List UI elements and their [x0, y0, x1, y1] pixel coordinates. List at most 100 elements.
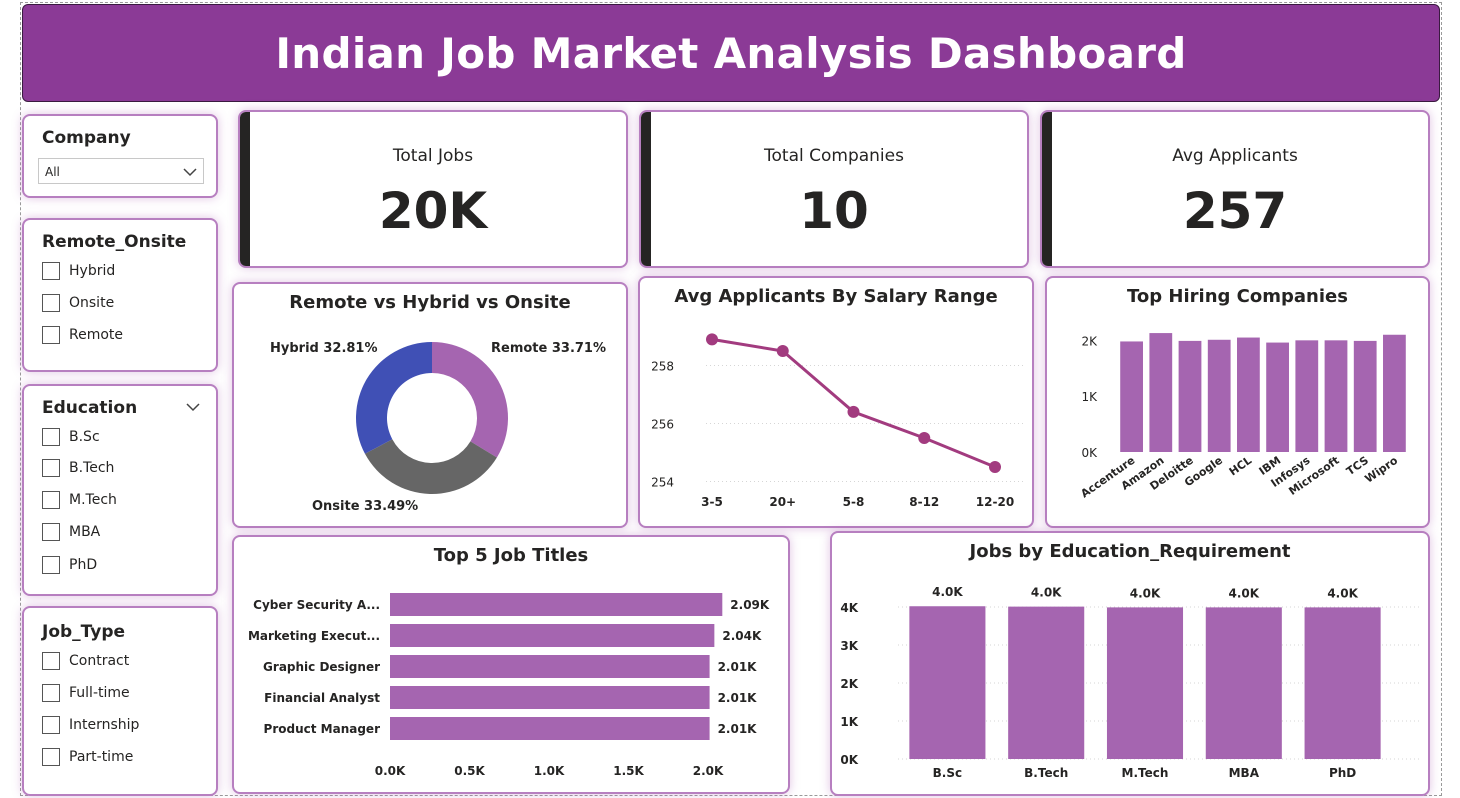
- y-tick-label: 0K: [840, 753, 858, 767]
- data-point: [776, 345, 789, 357]
- donut-slice-onsite: [364, 439, 497, 494]
- job-type-slicer: Job_Type Contract Full-time Internship P…: [22, 606, 218, 796]
- dashboard-title: Indian Job Market Analysis Dashboard: [275, 28, 1187, 78]
- titles-chart-card: Top 5 Job Titles Cyber Security A... 2.09…: [232, 535, 790, 794]
- remote-onsite-option[interactable]: Onsite: [42, 294, 114, 312]
- bar: [1120, 341, 1143, 452]
- option-label: Remote: [69, 327, 124, 343]
- checkbox[interactable]: [42, 491, 60, 509]
- bar: [1008, 606, 1085, 759]
- bar: [390, 624, 715, 647]
- bar: [390, 655, 710, 678]
- option-label: Internship: [69, 717, 140, 733]
- company-slicer: Company All: [22, 114, 218, 198]
- kpi-total-jobs: Total Jobs 20K: [238, 110, 628, 268]
- kpi-accent-bar: [1042, 112, 1052, 266]
- x-tick-label: 12-20: [976, 495, 1014, 509]
- option-label: MBA: [69, 524, 101, 540]
- data-label: 4.0K: [1031, 586, 1062, 600]
- checkbox[interactable]: [42, 428, 60, 446]
- education-chart-card: Jobs by Education_Requirement 0K 1K 2K 3K 4K…: [830, 531, 1430, 796]
- checkbox[interactable]: [42, 652, 60, 670]
- option-label: B.Tech: [69, 460, 115, 476]
- companies-chart-title: Top Hiring Companies: [1127, 286, 1348, 307]
- checkbox[interactable]: [42, 556, 60, 574]
- x-tick-label: 1.0K: [534, 764, 565, 778]
- titles-bar-chart: Cyber Security A... 2.09K Marketing Execut…: [248, 593, 770, 778]
- bar: [1237, 337, 1260, 452]
- checkbox[interactable]: [42, 294, 60, 312]
- checkbox[interactable]: [42, 523, 60, 541]
- job-type-option[interactable]: Full-time: [42, 684, 130, 702]
- option-label: Part-time: [69, 749, 134, 765]
- kpi-accent-bar: [240, 112, 250, 266]
- checkbox[interactable]: [42, 684, 60, 702]
- x-tick-label: B.Sc: [933, 766, 962, 780]
- donut-chart-title: Remote vs Hybrid vs Onsite: [289, 292, 571, 313]
- education-option[interactable]: PhD: [42, 556, 97, 574]
- bar: [1353, 340, 1377, 452]
- x-tick-label: 3-5: [701, 495, 723, 509]
- x-tick-label: HCL: [1227, 454, 1254, 479]
- data-point: [847, 405, 860, 418]
- remote-onsite-option[interactable]: Hybrid: [42, 262, 115, 280]
- kpi-total-companies: Total Companies 10: [639, 110, 1029, 268]
- checkbox[interactable]: [42, 716, 60, 734]
- bar: [390, 686, 710, 709]
- data-label: 2.04K: [722, 629, 762, 643]
- y-tick-label: Product Manager: [264, 722, 381, 736]
- y-tick-label: 0K: [1081, 446, 1098, 460]
- x-tick-label: PhD: [1329, 766, 1356, 780]
- option-label: Full-time: [69, 685, 130, 701]
- chevron-down-icon[interactable]: [186, 402, 200, 412]
- company-slicer-title: Company: [42, 128, 131, 148]
- checkbox[interactable]: [42, 748, 60, 766]
- option-label: B.Sc: [69, 429, 100, 445]
- chevron-down-icon: [183, 168, 197, 177]
- y-tick-label: Graphic Designer: [263, 660, 380, 674]
- option-label: M.Tech: [69, 492, 117, 508]
- y-tick-label: 1K: [1081, 390, 1098, 404]
- kpi-value: 20K: [378, 182, 488, 240]
- bar: [909, 606, 986, 759]
- y-tick-label: 1K: [840, 715, 858, 729]
- x-tick-label: 0.0K: [375, 764, 406, 778]
- checkbox[interactable]: [42, 262, 60, 280]
- bar: [1295, 340, 1319, 452]
- line-chart: 254 256 258 3-5 20+ 5-8 8-12 12-20: [651, 333, 1024, 509]
- education-option[interactable]: B.Tech: [42, 459, 114, 477]
- x-tick-label: 5-8: [843, 495, 865, 509]
- option-label: Contract: [69, 653, 130, 669]
- page-border: [20, 2, 1442, 796]
- companies-chart-card: Top Hiring Companies 0K 1K 2K Accenture Amaz…: [1045, 276, 1430, 528]
- bar: [1324, 340, 1348, 452]
- education-bar-chart: 0K 1K 2K 3K 4K 4.0K B.Sc 4.0K B.Tech 4.0K M.Tech 4.…: [840, 585, 1422, 780]
- y-tick-label: 256: [651, 418, 674, 432]
- data-label: 2.01K: [718, 660, 758, 674]
- option-label: Onsite: [69, 295, 115, 311]
- y-tick-label: 258: [651, 360, 674, 374]
- y-tick-label: Marketing Execut...: [248, 629, 380, 643]
- job-type-option[interactable]: Contract: [42, 652, 129, 670]
- data-label: 2.09K: [730, 598, 770, 612]
- bar: [1266, 342, 1289, 452]
- x-tick-label: 0.5K: [454, 764, 485, 778]
- remote-onsite-option[interactable]: Remote: [42, 326, 123, 344]
- series-line: [711, 337, 996, 469]
- checkbox[interactable]: [42, 326, 60, 344]
- job-type-option[interactable]: Part-time: [42, 748, 133, 766]
- kpi-accent-bar: [641, 112, 651, 266]
- bar: [1178, 340, 1202, 452]
- bar: [1207, 339, 1231, 452]
- y-tick-label: Financial Analyst: [264, 691, 380, 705]
- education-option[interactable]: MBA: [42, 523, 100, 541]
- x-tick-label: B.Tech: [1024, 766, 1068, 780]
- company-dropdown[interactable]: All: [38, 158, 204, 184]
- education-option[interactable]: M.Tech: [42, 491, 117, 509]
- job-type-option[interactable]: Internship: [42, 716, 139, 734]
- education-slicer: Education B.Sc B.Tech M.Tech MBA PhD: [22, 384, 218, 596]
- x-tick-label: Wipro: [1363, 454, 1401, 486]
- checkbox[interactable]: [42, 459, 60, 477]
- education-option[interactable]: B.Sc: [42, 428, 100, 446]
